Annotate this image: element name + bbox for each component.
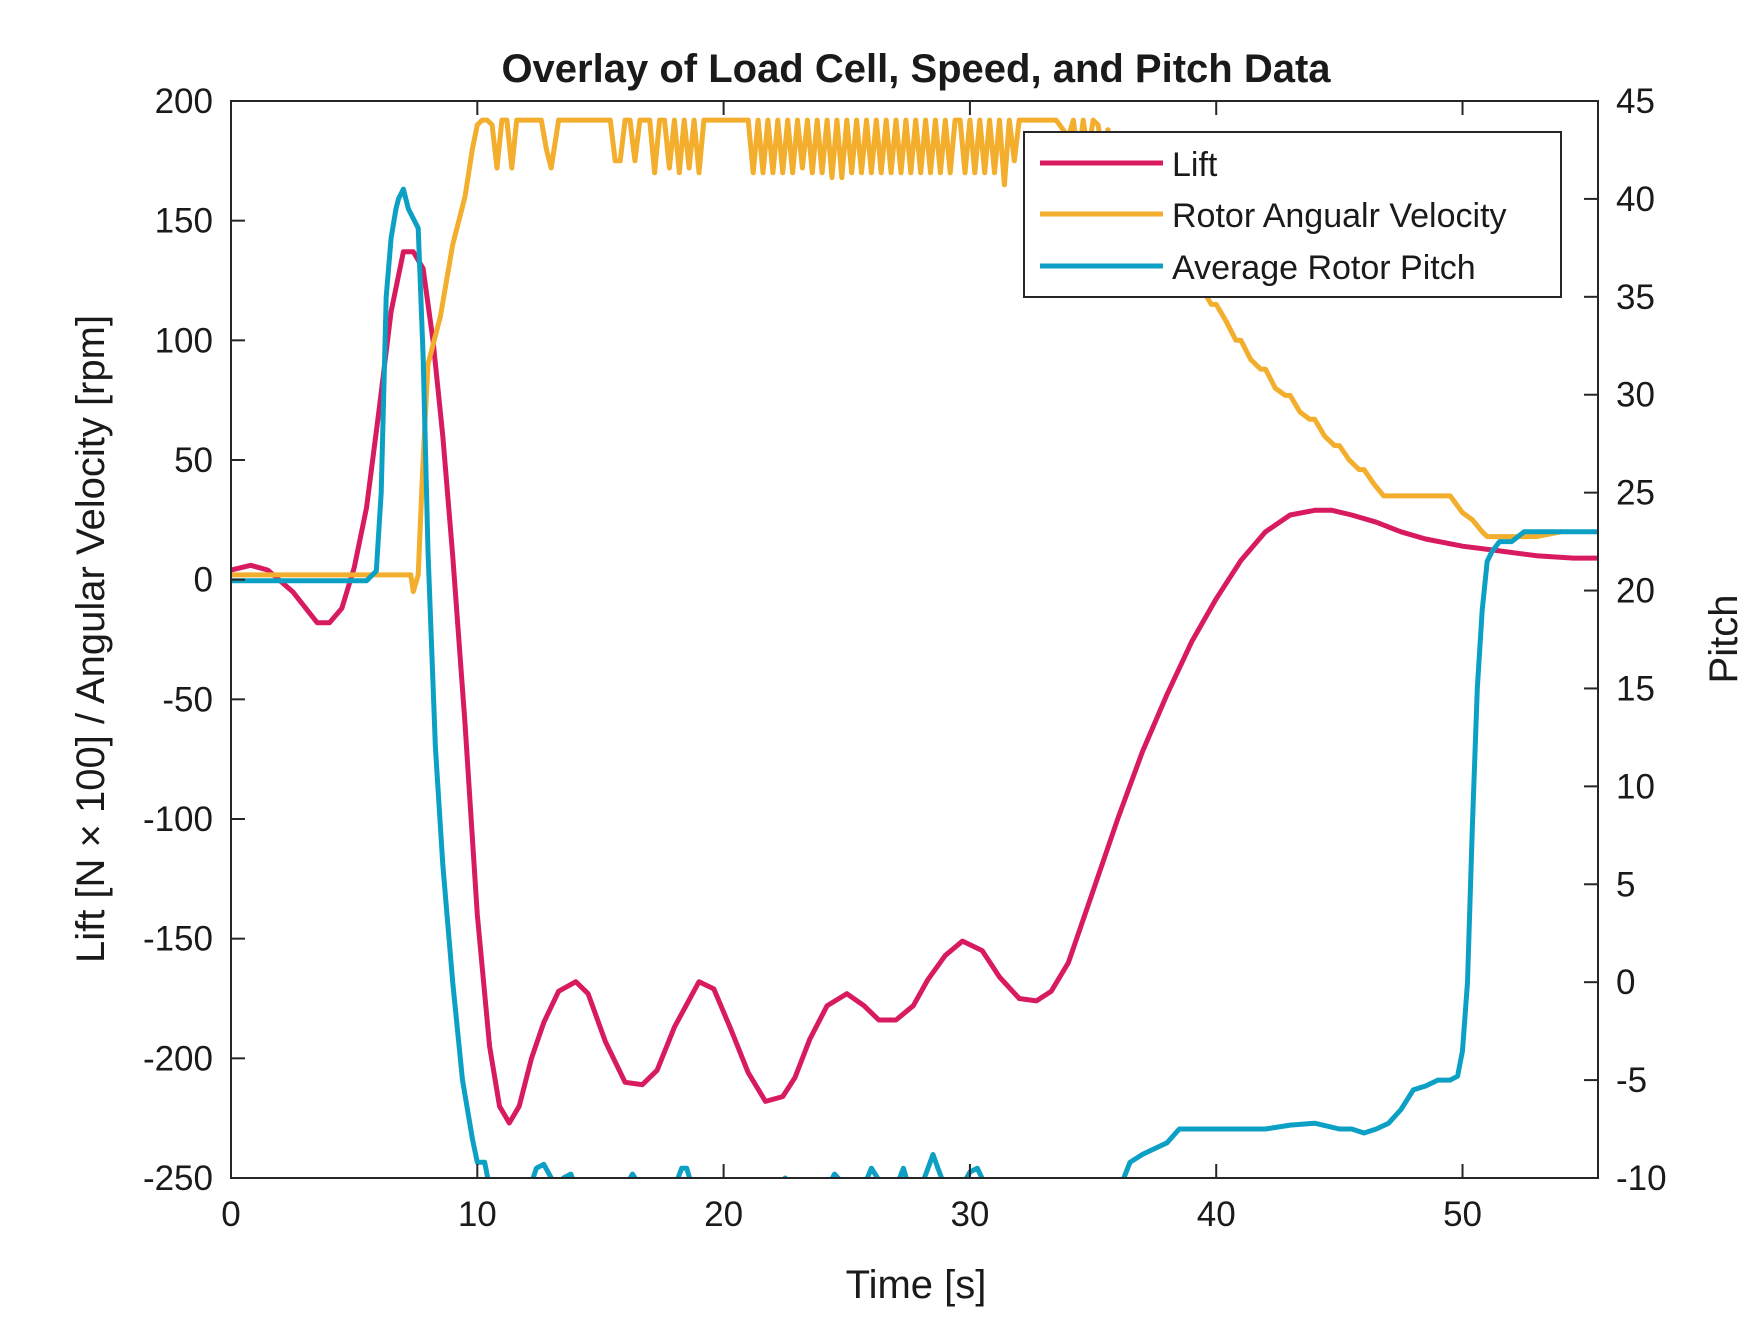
- right-y-tick-label: 30: [1616, 376, 1655, 415]
- right-y-tick-label: 5: [1616, 865, 1635, 904]
- series-line-average-rotor-pitch: [231, 186, 1598, 1178]
- right-y-tick-label: 20: [1616, 572, 1655, 611]
- left-y-tick-label: 200: [155, 82, 213, 121]
- x-tick-label: 10: [458, 1195, 497, 1234]
- right-y-tick-label: -5: [1616, 1061, 1647, 1100]
- left-y-tick-label: 50: [174, 441, 213, 480]
- right-y-tick-label: 35: [1616, 278, 1655, 317]
- left-y-axis-ticks: 200 150 100 50 0 -50 -100 -150 -200 -250: [143, 82, 245, 1198]
- right-y-tick-label: 40: [1616, 180, 1655, 219]
- x-tick-label: 20: [704, 1195, 743, 1234]
- left-y-tick-label: -100: [143, 800, 213, 839]
- right-y-tick-label: 15: [1616, 669, 1655, 708]
- series-layer: [231, 117, 1598, 1178]
- x-tick-label: 30: [950, 1195, 989, 1234]
- legend: Lift Rotor Angualr Velocity Average Roto…: [1023, 131, 1562, 298]
- left-y-tick-label: -200: [143, 1039, 213, 1078]
- left-y-tick-label: 150: [155, 202, 213, 241]
- right-y-tick-label: -10: [1616, 1159, 1667, 1198]
- right-y-axis-ticks: 45 40 35 30 25 20 15 10 5 0 -5 -10: [1584, 82, 1667, 1198]
- left-y-axis-label: Lift [N × 100] / Angular Velocity [rpm]: [69, 315, 113, 963]
- left-y-tick-label: -250: [143, 1159, 213, 1198]
- chart-title: Overlay of Load Cell, Speed, and Pitch D…: [501, 47, 1331, 91]
- right-y-tick-label: 25: [1616, 474, 1655, 513]
- axes-frame: [230, 100, 1599, 1179]
- legend-label-rotor-angular-velocity: Rotor Angualr Velocity: [1172, 197, 1507, 235]
- left-y-tick-label: -150: [143, 920, 213, 959]
- right-y-axis-label: Pitch: [1702, 595, 1746, 684]
- right-y-tick-label: 45: [1616, 82, 1655, 121]
- x-tick-label: 50: [1443, 1195, 1482, 1234]
- right-y-tick-label: 10: [1616, 767, 1655, 806]
- legend-label-lift: Lift: [1172, 146, 1218, 184]
- x-axis-ticks: 0 10 20 30 40 50: [221, 101, 1482, 1234]
- left-y-tick-label: -50: [162, 680, 213, 719]
- right-y-tick-label: 0: [1616, 963, 1635, 1002]
- x-axis-label: Time [s]: [846, 1263, 987, 1307]
- legend-label-average-rotor-pitch: Average Rotor Pitch: [1172, 249, 1476, 287]
- left-y-tick-label: 100: [155, 321, 213, 360]
- left-y-tick-label: 0: [194, 561, 213, 600]
- x-tick-label: 40: [1197, 1195, 1236, 1234]
- series-line-rotor-angualr-velocity: [231, 117, 1564, 595]
- x-tick-label: 0: [221, 1195, 240, 1234]
